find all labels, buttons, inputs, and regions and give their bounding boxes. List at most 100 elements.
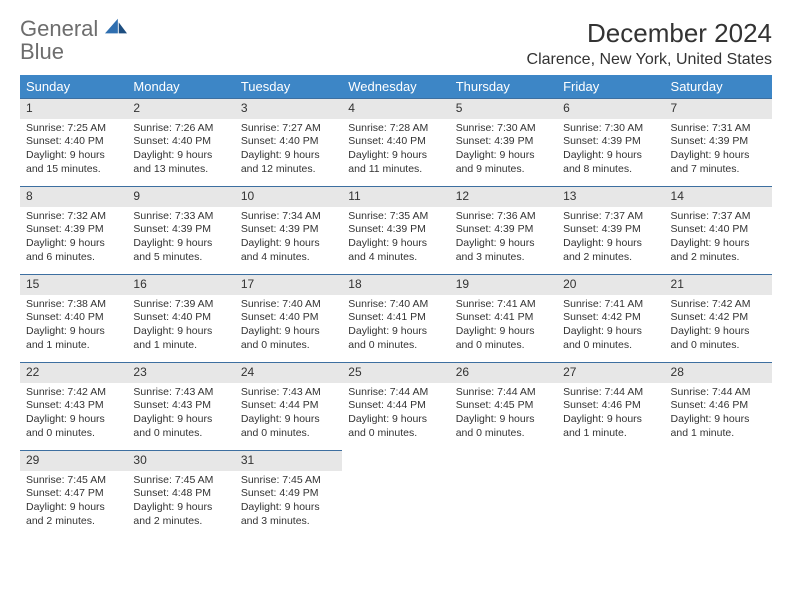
weekday-header: Tuesday xyxy=(235,75,342,98)
sunset-line: Sunset: 4:40 PM xyxy=(241,135,336,149)
day-details: Sunrise: 7:45 AMSunset: 4:48 PMDaylight:… xyxy=(127,471,234,535)
sunrise-line: Sunrise: 7:39 AM xyxy=(133,298,228,312)
sunrise-line: Sunrise: 7:41 AM xyxy=(456,298,551,312)
daylight-line: Daylight: 9 hours and 2 minutes. xyxy=(563,237,658,264)
day-number: 17 xyxy=(235,274,342,295)
sunrise-line: Sunrise: 7:38 AM xyxy=(26,298,121,312)
weekday-header: Wednesday xyxy=(342,75,449,98)
sunrise-line: Sunrise: 7:25 AM xyxy=(26,122,121,136)
day-details: Sunrise: 7:43 AMSunset: 4:43 PMDaylight:… xyxy=(127,383,234,447)
sunset-line: Sunset: 4:39 PM xyxy=(671,135,766,149)
day-details: Sunrise: 7:44 AMSunset: 4:46 PMDaylight:… xyxy=(557,383,664,447)
calendar-week-row: 29Sunrise: 7:45 AMSunset: 4:47 PMDayligh… xyxy=(20,450,772,538)
brand-sail-icon xyxy=(105,18,127,36)
sunset-line: Sunset: 4:42 PM xyxy=(671,311,766,325)
calendar-week-row: 8Sunrise: 7:32 AMSunset: 4:39 PMDaylight… xyxy=(20,186,772,274)
brand-logo: General Blue xyxy=(20,18,127,64)
day-number: 26 xyxy=(450,362,557,383)
sunset-line: Sunset: 4:49 PM xyxy=(241,487,336,501)
sunset-line: Sunset: 4:39 PM xyxy=(563,223,658,237)
calendar-day-cell: 10Sunrise: 7:34 AMSunset: 4:39 PMDayligh… xyxy=(235,186,342,274)
sunset-line: Sunset: 4:47 PM xyxy=(26,487,121,501)
sunrise-line: Sunrise: 7:41 AM xyxy=(563,298,658,312)
daylight-line: Daylight: 9 hours and 0 minutes. xyxy=(563,325,658,352)
day-details: Sunrise: 7:44 AMSunset: 4:46 PMDaylight:… xyxy=(665,383,772,447)
calendar-day-cell: 1 Sunrise: 7:25 AMSunset: 4:40 PMDaylight… xyxy=(20,98,127,186)
sunrise-line: Sunrise: 7:40 AM xyxy=(348,298,443,312)
day-number: 22 xyxy=(20,362,127,383)
calendar-body: 1Sunrise: 7:25 AMSunset: 4:40 PMDaylight… xyxy=(20,98,772,538)
day-number: 6 xyxy=(557,98,664,119)
calendar-day-cell: 22Sunrise: 7:42 AMSunset: 4:43 PMDayligh… xyxy=(20,362,127,450)
calendar-day-cell: 2Sunrise: 7:26 AMSunset: 4:40 PMDaylight… xyxy=(127,98,234,186)
day-number: 18 xyxy=(342,274,449,295)
sunrise-line: Sunrise: 7:27 AM xyxy=(241,122,336,136)
sunrise-line: Sunrise: 7:37 AM xyxy=(671,210,766,224)
day-details: Sunrise: 7:28 AMSunset: 4:40 PMDaylight:… xyxy=(342,119,449,183)
day-details: Sunrise: 7:40 AMSunset: 4:41 PMDaylight:… xyxy=(342,295,449,359)
calendar-day-cell: 17Sunrise: 7:40 AMSunset: 4:40 PMDayligh… xyxy=(235,274,342,362)
daylight-line: Daylight: 9 hours and 11 minutes. xyxy=(348,149,443,176)
day-number: 16 xyxy=(127,274,234,295)
calendar-day-cell: 31Sunrise: 7:45 AMSunset: 4:49 PMDayligh… xyxy=(235,450,342,538)
day-number: 11 xyxy=(342,186,449,207)
calendar-day-cell: .. xyxy=(557,450,664,538)
daylight-line: Daylight: 9 hours and 1 minute. xyxy=(563,413,658,440)
day-details: Sunrise: 7:35 AMSunset: 4:39 PMDaylight:… xyxy=(342,207,449,271)
calendar-day-cell: 26Sunrise: 7:44 AMSunset: 4:45 PMDayligh… xyxy=(450,362,557,450)
day-details: Sunrise: 7:34 AMSunset: 4:39 PMDaylight:… xyxy=(235,207,342,271)
day-details: Sunrise: 7:45 AMSunset: 4:49 PMDaylight:… xyxy=(235,471,342,535)
day-number: 8 xyxy=(20,186,127,207)
calendar-day-cell: 27Sunrise: 7:44 AMSunset: 4:46 PMDayligh… xyxy=(557,362,664,450)
daylight-line: Daylight: 9 hours and 0 minutes. xyxy=(241,325,336,352)
daylight-line: Daylight: 9 hours and 15 minutes. xyxy=(26,149,121,176)
daylight-line: Daylight: 9 hours and 3 minutes. xyxy=(241,501,336,528)
weekday-header: Monday xyxy=(127,75,234,98)
sunrise-line: Sunrise: 7:26 AM xyxy=(133,122,228,136)
daylight-line: Daylight: 9 hours and 4 minutes. xyxy=(348,237,443,264)
sunrise-line: Sunrise: 7:37 AM xyxy=(563,210,658,224)
day-details: Sunrise: 7:36 AMSunset: 4:39 PMDaylight:… xyxy=(450,207,557,271)
daylight-line: Daylight: 9 hours and 6 minutes. xyxy=(26,237,121,264)
calendar-day-cell: 12Sunrise: 7:36 AMSunset: 4:39 PMDayligh… xyxy=(450,186,557,274)
calendar-day-cell: 15Sunrise: 7:38 AMSunset: 4:40 PMDayligh… xyxy=(20,274,127,362)
day-number: 4 xyxy=(342,98,449,119)
day-number: 29 xyxy=(20,450,127,471)
day-details: Sunrise: 7:38 AMSunset: 4:40 PMDaylight:… xyxy=(20,295,127,359)
sunset-line: Sunset: 4:40 PM xyxy=(671,223,766,237)
sunrise-line: Sunrise: 7:43 AM xyxy=(241,386,336,400)
brand-logo-text: General Blue xyxy=(20,18,127,64)
calendar-day-cell: 28Sunrise: 7:44 AMSunset: 4:46 PMDayligh… xyxy=(665,362,772,450)
calendar-day-cell: 8Sunrise: 7:32 AMSunset: 4:39 PMDaylight… xyxy=(20,186,127,274)
daylight-line: Daylight: 9 hours and 13 minutes. xyxy=(133,149,228,176)
calendar-day-cell: 14Sunrise: 7:37 AMSunset: 4:40 PMDayligh… xyxy=(665,186,772,274)
day-number: 12 xyxy=(450,186,557,207)
calendar-day-cell: 30Sunrise: 7:45 AMSunset: 4:48 PMDayligh… xyxy=(127,450,234,538)
sunset-line: Sunset: 4:40 PM xyxy=(26,135,121,149)
sunset-line: Sunset: 4:48 PM xyxy=(133,487,228,501)
sunrise-line: Sunrise: 7:33 AM xyxy=(133,210,228,224)
sunrise-line: Sunrise: 7:31 AM xyxy=(671,122,766,136)
sunrise-line: Sunrise: 7:36 AM xyxy=(456,210,551,224)
sunrise-line: Sunrise: 7:30 AM xyxy=(563,122,658,136)
daylight-line: Daylight: 9 hours and 2 minutes. xyxy=(26,501,121,528)
daylight-line: Daylight: 9 hours and 1 minute. xyxy=(26,325,121,352)
sunset-line: Sunset: 4:40 PM xyxy=(241,311,336,325)
daylight-line: Daylight: 9 hours and 8 minutes. xyxy=(563,149,658,176)
daylight-line: Daylight: 9 hours and 5 minutes. xyxy=(133,237,228,264)
day-details: Sunrise: 7:44 AMSunset: 4:45 PMDaylight:… xyxy=(450,383,557,447)
day-number: 1 xyxy=(20,98,127,119)
sunset-line: Sunset: 4:40 PM xyxy=(133,311,228,325)
weekday-header: Friday xyxy=(557,75,664,98)
calendar-day-cell: 4Sunrise: 7:28 AMSunset: 4:40 PMDaylight… xyxy=(342,98,449,186)
daylight-line: Daylight: 9 hours and 0 minutes. xyxy=(133,413,228,440)
calendar-day-cell: 6Sunrise: 7:30 AMSunset: 4:39 PMDaylight… xyxy=(557,98,664,186)
sunset-line: Sunset: 4:44 PM xyxy=(348,399,443,413)
calendar-week-row: 15Sunrise: 7:38 AMSunset: 4:40 PMDayligh… xyxy=(20,274,772,362)
sunset-line: Sunset: 4:39 PM xyxy=(348,223,443,237)
day-details: Sunrise: 7:30 AMSunset: 4:39 PMDaylight:… xyxy=(557,119,664,183)
daylight-line: Daylight: 9 hours and 9 minutes. xyxy=(456,149,551,176)
daylight-line: Daylight: 9 hours and 0 minutes. xyxy=(456,413,551,440)
day-details: Sunrise: 7:26 AMSunset: 4:40 PMDaylight:… xyxy=(127,119,234,183)
sunset-line: Sunset: 4:44 PM xyxy=(241,399,336,413)
